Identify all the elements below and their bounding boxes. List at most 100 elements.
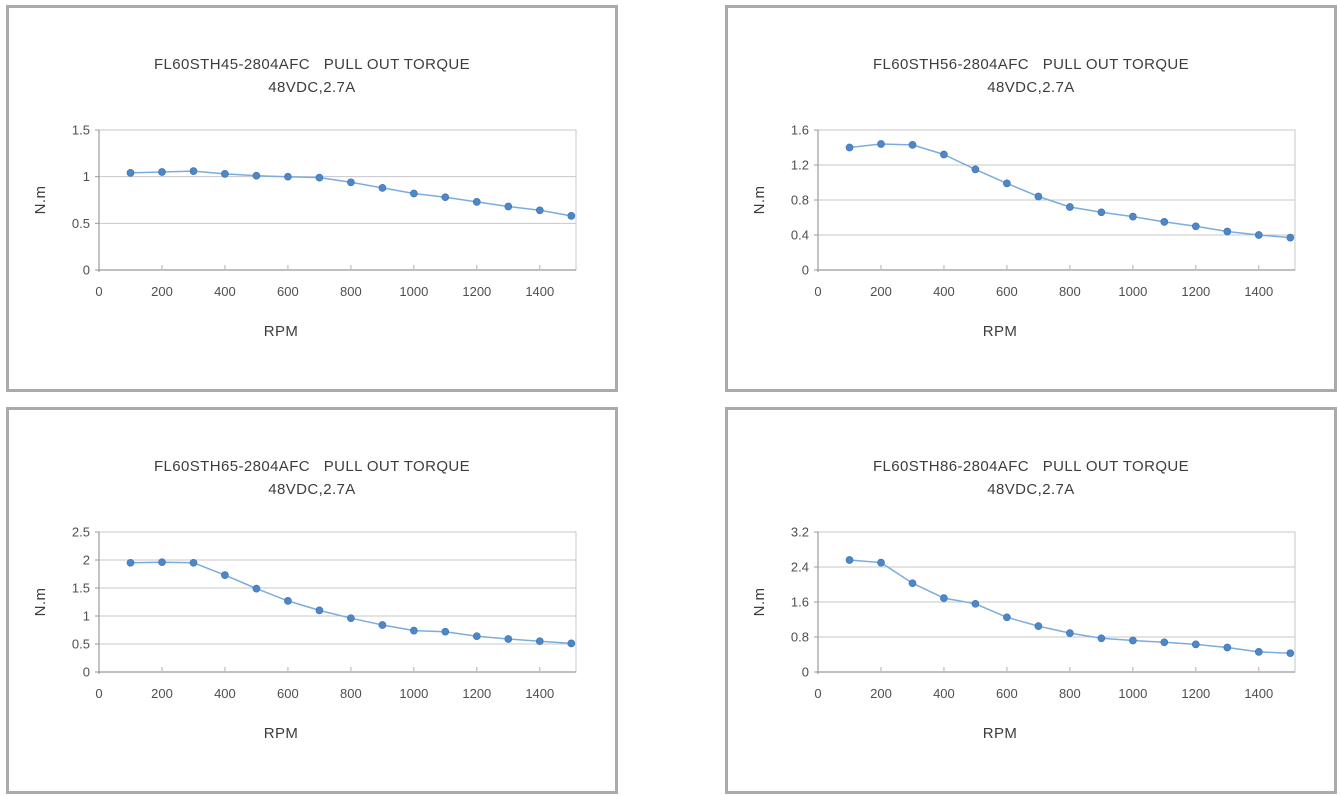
torque-chart-fl60sth45: 0 0.5 1 1.5 0 200 400 600 800 1000 1200 1400 FL60STH… (32, 56, 577, 340)
y-tick-label: 0 (802, 665, 809, 680)
data-point-marker (347, 614, 355, 623)
x-axis-title: RPM (983, 725, 1018, 742)
data-point-marker (1066, 629, 1074, 637)
data-point-marker (378, 621, 387, 629)
data-point-marker (1254, 231, 1263, 239)
data-point-marker (410, 626, 418, 635)
data-point-marker (189, 558, 198, 567)
x-tick-label: 1400 (525, 686, 554, 701)
y-axis-title: N.m (32, 588, 49, 617)
data-point-marker (189, 167, 198, 175)
chart-title: FL60STH86-2804AFC PULL OUT TORQUE (873, 458, 1189, 475)
data-point-marker (410, 189, 418, 198)
data-point-marker (1066, 203, 1074, 211)
y-tick-label: 3.2 (791, 525, 809, 540)
y-tick-label: 1.6 (791, 123, 809, 138)
chart-title: FL60STH45-2804AFC PULL OUT TORQUE (154, 56, 470, 73)
x-axis-title: RPM (983, 323, 1018, 340)
data-point-marker (1034, 622, 1043, 630)
plot-border (98, 531, 577, 673)
x-tick-label: 600 (277, 686, 299, 701)
y-axis-title: N.m (32, 186, 49, 215)
data-point-marker (1003, 179, 1011, 188)
data-point-marker (1286, 233, 1295, 242)
data-point-marker (378, 184, 387, 192)
data-point-marker (252, 171, 261, 180)
x-tick-label: 800 (340, 686, 362, 701)
y-tick-label: 0.8 (791, 630, 809, 645)
data-point-marker (845, 143, 854, 152)
x-tick-label: 800 (1059, 284, 1081, 299)
y-tick-label: 0 (83, 665, 90, 680)
data-point-marker (504, 202, 513, 211)
data-point-marker (1191, 640, 1200, 649)
data-point-marker (908, 579, 917, 588)
x-tick-label: 0 (814, 686, 821, 701)
data-point-marker (1223, 227, 1232, 236)
data-point-marker (221, 571, 229, 579)
series-line (130, 170, 572, 217)
chart-panel-fl60sth45: 0 0.5 1 1.5 0 200 400 600 800 1000 1200 1400 FL60STH… (6, 5, 618, 392)
x-tick-label: 400 (933, 686, 955, 701)
x-tick-label: 800 (340, 284, 362, 299)
y-tick-label: 1.5 (72, 123, 90, 138)
y-tick-label: 1.5 (72, 581, 90, 596)
y-tick-label: 0.5 (72, 637, 90, 652)
data-point-marker (1191, 222, 1200, 231)
x-tick-label: 0 (95, 284, 102, 299)
data-point-marker (347, 178, 355, 187)
data-point-marker (315, 606, 324, 615)
x-tick-label: 200 (151, 686, 173, 701)
chart-subtitle: 48VDC,2.7A (987, 481, 1074, 498)
data-point-marker (472, 198, 481, 206)
data-point-marker (971, 165, 980, 174)
x-tick-label: 400 (214, 284, 236, 299)
y-tick-label: 1.2 (791, 158, 809, 173)
data-point-marker (877, 140, 885, 148)
data-point-marker (1097, 634, 1106, 643)
y-tick-label: 0 (83, 263, 90, 278)
plot-border (98, 129, 577, 271)
data-point-marker (284, 597, 292, 605)
x-tick-label: 200 (151, 284, 173, 299)
y-tick-label: 0.4 (791, 228, 809, 243)
series-line (849, 559, 1291, 654)
series-line (130, 561, 572, 645)
data-point-marker (1097, 208, 1106, 217)
x-tick-label: 0 (95, 686, 102, 701)
x-tick-label: 600 (277, 284, 299, 299)
data-point-marker (940, 594, 948, 602)
data-point-marker (535, 637, 544, 646)
data-point-marker (845, 556, 854, 564)
y-tick-label: 2 (83, 553, 90, 568)
chart-subtitle: 48VDC,2.7A (268, 79, 355, 96)
data-point-marker (504, 635, 513, 643)
x-tick-label: 0 (814, 284, 821, 299)
data-point-marker (971, 599, 980, 608)
x-tick-label: 400 (214, 686, 236, 701)
y-tick-label: 0 (802, 263, 809, 278)
x-tick-label: 1000 (399, 284, 428, 299)
x-tick-label: 1000 (1118, 284, 1147, 299)
x-tick-label: 1200 (462, 284, 491, 299)
data-point-marker (126, 558, 135, 567)
data-point-marker (1223, 643, 1232, 652)
x-tick-label: 200 (870, 686, 892, 701)
data-point-marker (908, 141, 917, 149)
data-point-marker (1129, 636, 1137, 645)
y-tick-label: 1 (83, 609, 90, 624)
x-tick-label: 1200 (1181, 686, 1210, 701)
data-point-marker (535, 206, 544, 215)
torque-chart-fl60sth65: 0 0.5 1 1.5 2 2.5 0 200 400 600 800 1000 1200 1400 FL6… (32, 458, 577, 742)
y-axis-title: N.m (751, 186, 768, 215)
chart-subtitle: 48VDC,2.7A (987, 79, 1074, 96)
data-point-marker (126, 169, 135, 177)
data-point-marker (441, 627, 450, 636)
data-point-marker (252, 584, 261, 593)
y-tick-label: 1.6 (791, 595, 809, 610)
data-point-marker (1034, 192, 1043, 201)
x-tick-label: 400 (933, 284, 955, 299)
y-tick-label: 1 (83, 169, 90, 184)
data-point-marker (315, 173, 324, 182)
chart-panel-fl60sth65: 0 0.5 1 1.5 2 2.5 0 200 400 600 800 1000 1200 1400 FL6… (6, 407, 618, 794)
